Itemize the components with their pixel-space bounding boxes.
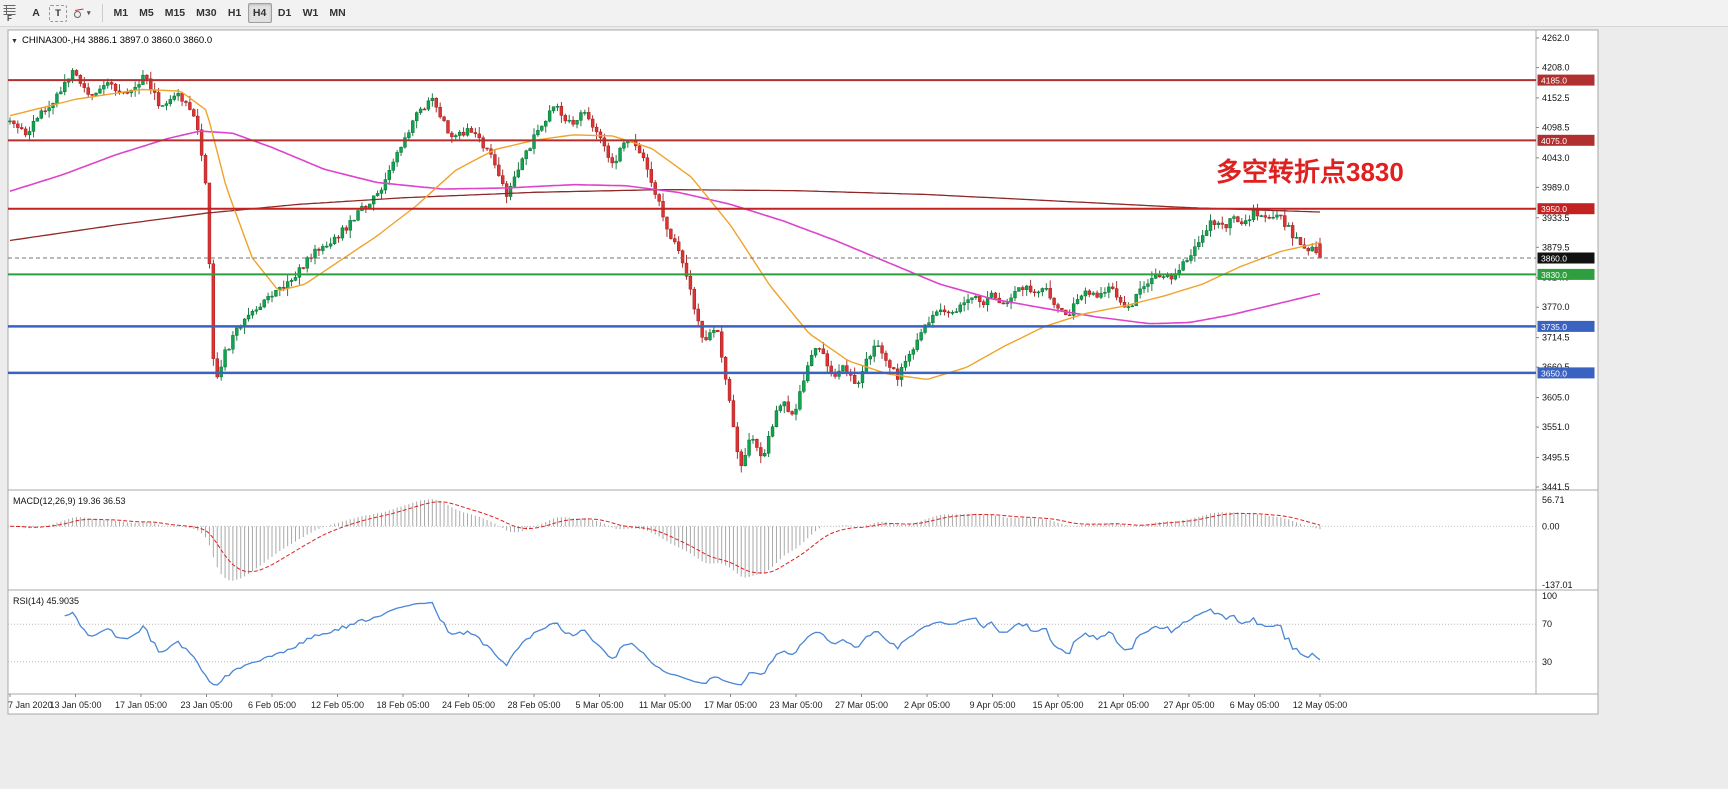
price-tag	[1537, 367, 1595, 379]
time-axis-label: 2 Apr 05:00	[904, 700, 950, 710]
price-axis-label: 3879.5	[1542, 242, 1570, 252]
price-tag-label: 3735.0	[1541, 322, 1567, 332]
timeframe-button-d1[interactable]: D1	[273, 3, 297, 23]
ma-mid-line	[9, 130, 1321, 325]
price-axis-label: 4098.5	[1542, 122, 1570, 132]
time-axis-label: 15 Apr 05:00	[1032, 700, 1083, 710]
time-axis-label: 13 Jan 05:00	[49, 700, 101, 710]
price-axis-label: 3551.0	[1542, 422, 1570, 432]
chart-window-icon[interactable]: F	[3, 0, 23, 26]
price-axis-label: 3989.0	[1542, 182, 1570, 192]
time-axis-label: 27 Mar 05:00	[835, 700, 888, 710]
time-axis-label: 18 Feb 05:00	[376, 700, 429, 710]
toolbar-separator	[101, 4, 103, 22]
price-axis-label: 3495.5	[1542, 452, 1570, 462]
timeframe-button-h4[interactable]: H4	[247, 3, 272, 23]
time-axis-label: 7 Jan 2020	[8, 700, 53, 710]
macd-signal-line	[9, 501, 1321, 574]
price-axis-label: 4152.5	[1542, 93, 1570, 103]
rsi-label: RSI(14) 45.9035	[13, 596, 79, 606]
price-tag-label: 4185.0	[1541, 76, 1567, 86]
price-axis-label: 3933.5	[1542, 213, 1570, 223]
time-axis-label: 24 Feb 05:00	[442, 700, 495, 710]
time-axis-label: 6 Feb 05:00	[248, 700, 296, 710]
top-toolbar: F A T ▾ M1 M5 M15 M30 H1 H4 D1 W1 MN	[0, 0, 1728, 27]
rsi-axis-label: 30	[1542, 657, 1552, 667]
price-tag	[1537, 134, 1595, 146]
price-chart[interactable]: 4262.0 4208.0 4152.5 4098.5 4043.0 3989.0 3933…	[0, 27, 1728, 789]
price-tag-label: 3830.0	[1541, 270, 1567, 280]
time-axis-label: 12 Feb 05:00	[311, 700, 364, 710]
rsi-line	[64, 601, 1321, 686]
rsi-axis-label: 70	[1542, 619, 1552, 629]
price-tag	[1537, 252, 1595, 264]
price-tag	[1537, 203, 1595, 215]
price-tag	[1537, 320, 1595, 332]
price-tag	[1537, 74, 1595, 86]
macd-axis-label: -137.01	[1542, 580, 1573, 590]
price-axis-label: 4043.0	[1542, 153, 1570, 163]
time-axis-label: 23 Mar 05:00	[769, 700, 822, 710]
grid-icon	[3, 4, 16, 15]
ma-slow-line	[9, 188, 1321, 242]
caret-down-icon: ▾	[87, 10, 91, 17]
time-axis-label: 23 Jan 05:00	[180, 700, 232, 710]
price-axis-label: 3770.0	[1542, 302, 1570, 312]
window-tab-label: F	[7, 13, 12, 23]
macd-label: MACD(12,26,9) 19.36 36.53	[13, 496, 126, 506]
time-axis-label: 9 Apr 05:00	[969, 700, 1015, 710]
chart-expander-icon[interactable]: ▼	[11, 38, 18, 45]
ma-fast-line	[9, 88, 1321, 380]
price-tag-label: 3860.0	[1541, 253, 1567, 263]
time-axis-label: 27 Apr 05:00	[1163, 700, 1214, 710]
rsi-axis-label: 100	[1542, 591, 1557, 601]
time-axis-label: 11 Mar 05:00	[639, 700, 691, 710]
price-axis-label: 3714.5	[1542, 333, 1570, 343]
time-axis-label: 17 Mar 05:00	[704, 700, 757, 710]
time-axis-label: 21 Apr 05:00	[1098, 700, 1149, 710]
annotation-text[interactable]: 多空转折点3830	[1216, 157, 1404, 187]
macd-axis-label: 0.00	[1542, 521, 1560, 531]
price-axis-label: 3660.5	[1542, 362, 1570, 372]
symbol-ohlc-line: CHINA300-,H4 3886.1 3897.0 3860.0 3860.0	[22, 35, 212, 46]
cursor-tool-button[interactable]: A	[24, 3, 48, 23]
shapes-tool-button[interactable]: ▾	[68, 3, 96, 23]
timeframe-button-mn[interactable]: MN	[324, 3, 350, 23]
time-axis-label: 17 Jan 05:00	[115, 700, 167, 710]
timeframe-button-m30[interactable]: M30	[191, 3, 221, 23]
price-axis-label: 3441.5	[1542, 482, 1570, 492]
price-tag-label: 3950.0	[1541, 204, 1567, 214]
candlestick-series[interactable]	[8, 68, 1322, 473]
time-axis-label: 5 Mar 05:00	[575, 700, 623, 710]
text-tool-button[interactable]: T	[49, 4, 67, 22]
time-axis-label: 12 May 05:00	[1293, 700, 1348, 710]
price-axis-label: 3605.0	[1542, 393, 1570, 403]
macd-axis-label: 56.71	[1542, 495, 1565, 505]
price-tag-label: 4075.0	[1541, 136, 1567, 146]
price-axis-label: 4208.0	[1542, 63, 1570, 73]
timeframe-button-m15[interactable]: M15	[160, 3, 190, 23]
price-tag	[1537, 268, 1595, 280]
timeframe-button-m5[interactable]: M5	[134, 3, 159, 23]
timeframe-button-m1[interactable]: M1	[109, 3, 134, 23]
timeframe-button-w1[interactable]: W1	[298, 3, 324, 23]
time-axis-label: 28 Feb 05:00	[507, 700, 560, 710]
macd-histogram	[13, 499, 1321, 581]
shapes-icon	[74, 8, 84, 18]
time-axis-label: 6 May 05:00	[1230, 700, 1280, 710]
price-axis-label: 4262.0	[1542, 33, 1570, 43]
timeframe-button-h1[interactable]: H1	[223, 3, 247, 23]
timeframe-group: M1 M5 M15 M30 H1 H4 D1 W1 MN	[109, 3, 351, 23]
price-tag-label: 3650.0	[1541, 368, 1567, 378]
